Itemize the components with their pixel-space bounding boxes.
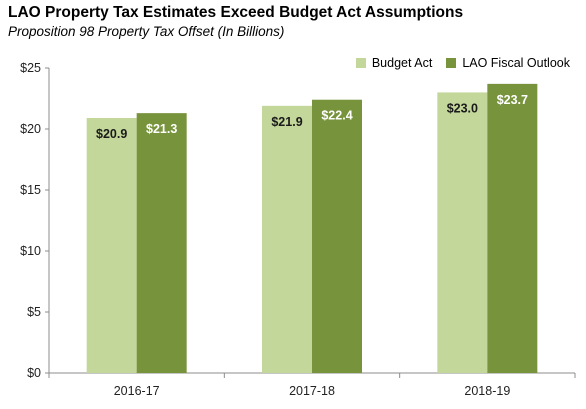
bar [86, 118, 137, 374]
legend-swatch-lao-fiscal-outlook [446, 58, 457, 68]
y-tick-label: $0 [27, 366, 41, 380]
bar [312, 99, 362, 373]
y-tick-label: $5 [27, 305, 41, 319]
legend-item-budget-act: Budget Act [355, 56, 433, 70]
legend: Budget Act LAO Fiscal Outlook [342, 56, 570, 70]
legend-label-budget-act: Budget Act [371, 56, 433, 70]
data-label: $21.9 [271, 115, 302, 129]
x-tick-label: 2016-17 [114, 384, 160, 398]
x-tick-label: 2018-19 [464, 384, 510, 398]
y-tick-label: $20 [20, 122, 41, 136]
chart-subtitle: Proposition 98 Property Tax Offset (In B… [8, 24, 285, 39]
y-tick-label: $10 [20, 244, 41, 258]
chart-title: LAO Property Tax Estimates Exceed Budget… [8, 4, 464, 21]
data-label: $23.7 [497, 93, 528, 107]
y-tick-label: $25 [20, 61, 41, 75]
x-tick-label: 2017-18 [289, 384, 335, 398]
bar [487, 83, 538, 374]
data-label: $22.4 [321, 109, 352, 123]
y-tick-label: $15 [20, 183, 41, 197]
legend-swatch-budget-act [355, 58, 366, 68]
bar [136, 113, 187, 373]
data-label: $20.9 [96, 127, 127, 141]
data-label: $23.0 [447, 101, 478, 115]
bar [437, 92, 488, 374]
bar [262, 105, 312, 373]
legend-item-lao-fiscal-outlook: LAO Fiscal Outlook [446, 56, 570, 70]
data-label: $21.3 [146, 122, 177, 136]
legend-label-lao-fiscal-outlook: LAO Fiscal Outlook [462, 56, 570, 70]
